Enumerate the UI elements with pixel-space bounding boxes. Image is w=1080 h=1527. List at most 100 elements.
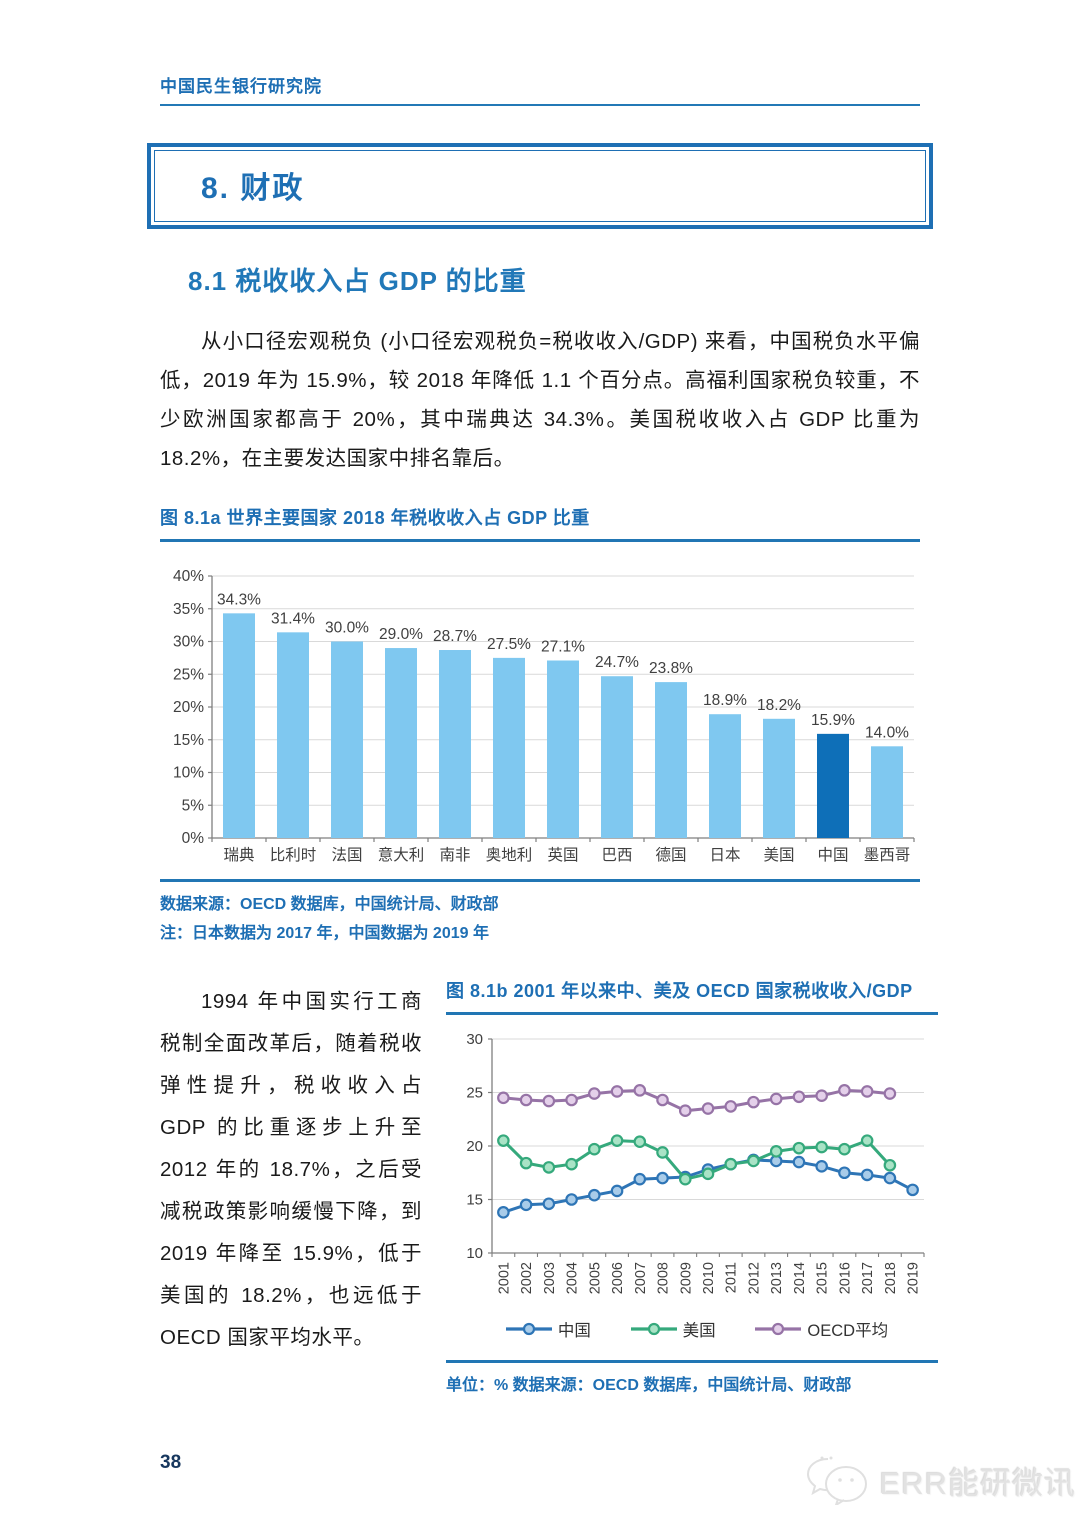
figure-8-1b-bottom-rule [446,1359,938,1363]
svg-text:15%: 15% [173,732,204,749]
bar-chart-svg: 0% 5% 10% 15% 20% 25% 30% 35% 40% 34.3% 瑞典 31.4% 比利时… [173,568,915,864]
svg-text:2001: 2001 [496,1262,512,1294]
svg-text:24.7%: 24.7% [595,654,639,671]
svg-text:20%: 20% [173,699,204,716]
svg-text:2005: 2005 [587,1262,603,1294]
svg-text:25%: 25% [173,666,204,683]
svg-text:34.3%: 34.3% [217,591,261,608]
legend-marker-icon [505,1322,552,1335]
bar-奥地利 [493,657,525,838]
svg-text:2004: 2004 [565,1262,581,1294]
svg-text:比利时: 比利时 [270,846,317,864]
bar-意大利 [385,648,417,838]
legend-marker-icon [755,1322,802,1335]
svg-text:28.7%: 28.7% [433,628,477,645]
chat-bubbles-icon [806,1456,867,1505]
svg-text:15.9%: 15.9% [811,712,855,729]
figure-8-1a-note: 注：日本数据为 2017 年，中国数据为 2019 年 [160,924,489,942]
svg-text:日本: 日本 [709,846,740,864]
svg-text:5%: 5% [182,797,205,814]
legend-marker-icon [630,1322,677,1335]
svg-text:2013: 2013 [769,1262,785,1294]
svg-text:瑞典: 瑞典 [223,846,254,864]
svg-text:10: 10 [466,1245,483,1262]
svg-text:德国: 德国 [655,846,686,864]
svg-text:30: 30 [466,1031,483,1048]
bar-墨西哥 [871,746,903,838]
svg-text:25: 25 [466,1084,483,1101]
figure-8-1a-notes: 数据来源：OECD 数据库，中国统计局、财政部 注：日本数据为 2017 年，中… [160,891,920,949]
svg-text:2012: 2012 [746,1262,762,1294]
line-chart-svg: 10 15 20 25 30 2001 2002 2003 2004 2005 2006 2007 20… [466,1031,925,1294]
figure-8-1b-top-rule [446,1011,938,1015]
line-series-OECD平均 [501,1088,892,1112]
svg-text:10%: 10% [173,765,204,782]
svg-text:巴西: 巴西 [601,847,632,864]
legend-item-中国: 中国 [505,1317,591,1341]
svg-text:27.1%: 27.1% [541,638,585,655]
figure-8-1b: 图 8.1b 2001 年以来中、美及 OECD 国家税收收入/GDP 10 15… [446,977,938,1401]
legend-label: 中国 [557,1321,591,1340]
bar-巴西 [601,676,633,838]
two-column-section: 1994 年中国实行工商税制全面改革后，随着税收弹性提升，税收收入占 GDP 的… [160,977,938,1401]
svg-text:2003: 2003 [542,1262,558,1294]
svg-text:意大利: 意大利 [378,845,425,864]
paragraph-history: 1994 年中国实行工商税制全面改革后，随着税收弹性提升，税收收入占 GDP 的… [160,989,422,1349]
figure-8-1b-notes: 单位：% 数据来源：OECD 数据库，中国统计局、财政部 [446,1372,938,1401]
svg-text:15: 15 [466,1191,483,1208]
bar-比利时 [277,632,309,838]
watermark-text: ERR能研微讯 [879,1465,1076,1501]
svg-text:30%: 30% [173,634,204,651]
svg-text:奥地利: 奥地利 [486,846,533,864]
svg-text:20: 20 [466,1138,483,1155]
svg-text:27.5%: 27.5% [487,636,531,653]
figure-8-1a-top-rule [160,539,920,542]
figure-8-1b-title: 图 8.1b 2001 年以来中、美及 OECD 国家税收收入/GDP [446,980,913,1001]
bar-德国 [655,682,687,838]
svg-text:2011: 2011 [724,1262,740,1293]
figure-8-1a-bottom-rule [160,879,920,882]
legend-item-OECD平均: OECD平均 [755,1317,888,1341]
svg-text:英国: 英国 [547,846,578,864]
svg-text:2017: 2017 [860,1262,876,1294]
org-name: 中国民生银行研究院 [160,77,322,96]
figure-8-1a-source: 数据来源：OECD 数据库，中国统计局、财政部 [160,896,499,913]
page-number: 38 [160,1452,182,1474]
header-rule [160,104,920,106]
svg-text:2015: 2015 [815,1262,831,1294]
svg-text:法国: 法国 [331,846,362,864]
bar-法国 [331,641,363,838]
svg-text:中国: 中国 [817,846,848,864]
section-title: 8.1 税收收入占 GDP 的比重 [188,266,527,296]
bar-南非 [439,650,471,838]
legend-label: 美国 [682,1321,716,1340]
svg-text:2019: 2019 [906,1262,922,1294]
bar-英国 [547,660,579,838]
svg-text:2016: 2016 [837,1262,853,1294]
svg-text:2006: 2006 [610,1262,626,1294]
chapter-title-box: 8. 财政 [147,143,933,229]
figure-8-1b-note: 单位：% 数据来源：OECD 数据库，中国统计局、财政部 [446,1376,852,1394]
svg-text:2009: 2009 [678,1262,694,1294]
svg-text:2018: 2018 [883,1262,899,1294]
bar-美国 [763,718,795,838]
svg-text:40%: 40% [173,568,204,585]
chapter-title: 8. 财政 [201,172,305,205]
legend-label: OECD平均 [807,1321,889,1340]
legend-item-美国: 美国 [630,1317,716,1341]
svg-text:14.0%: 14.0% [865,724,909,741]
svg-text:2007: 2007 [633,1262,649,1294]
svg-text:南非: 南非 [439,846,470,864]
figure-8-1a-title: 图 8.1a 世界主要国家 2018 年税收收入占 GDP 比重 [160,508,590,528]
svg-text:0%: 0% [182,830,205,847]
svg-text:2014: 2014 [792,1262,808,1294]
svg-text:18.9%: 18.9% [703,692,747,709]
svg-text:23.8%: 23.8% [649,660,693,677]
chapter-title-box-inner: 8. 财政 [154,150,926,222]
svg-text:31.4%: 31.4% [271,610,315,627]
bar-瑞典 [223,613,255,838]
paragraph-intro: 从小口径宏观税负 (小口径宏观税负=税收收入/GDP) 来看，中国税负水平偏低，… [160,330,920,470]
svg-text:2002: 2002 [519,1262,535,1294]
figure-8-1a: 图 8.1a 世界主要国家 2018 年税收收入占 GDP 比重 0% 5% 10%… [160,504,920,949]
